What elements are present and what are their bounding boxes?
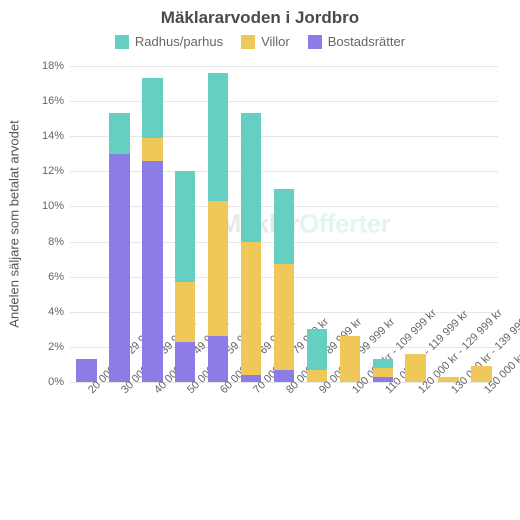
ytick-label: 4% [48, 306, 70, 318]
bar-group: 70 000 kr - 79 999 kr [241, 66, 261, 382]
chart-title: Mäklararvoden i Jordbro [0, 8, 520, 28]
legend-swatch [241, 35, 255, 49]
legend-label: Bostadsrätter [328, 34, 405, 49]
bar-segment [373, 368, 393, 377]
ytick-label: 10% [42, 200, 70, 212]
bar-segment [340, 336, 360, 382]
ytick-label: 2% [48, 341, 70, 353]
legend-item: Radhus/parhus [115, 34, 223, 49]
bar-group: 60 000 kr - 69 999 kr [208, 66, 228, 382]
ytick-label: 12% [42, 165, 70, 177]
bar-segment [274, 264, 294, 369]
legend: Radhus/parhus Villor Bostadsrätter [0, 34, 520, 49]
bars-layer: 20 000 kr - 29 999 kr 30 000 kr - 39 999 … [70, 66, 498, 382]
ytick-label: 6% [48, 271, 70, 283]
bar-segment [208, 73, 228, 201]
legend-label: Villor [261, 34, 290, 49]
ytick-label: 18% [42, 60, 70, 72]
bar-segment [109, 113, 129, 153]
bar-segment [241, 242, 261, 375]
bar-segment [307, 329, 327, 369]
bar-segment [142, 78, 162, 138]
legend-item: Bostadsrätter [308, 34, 405, 49]
bar-group: 90 000 kr - 99 999 kr [307, 66, 327, 382]
legend-swatch [115, 35, 129, 49]
bar-group: 80 000 kr - 89 999 kr [274, 66, 294, 382]
bar-segment [175, 282, 195, 342]
ytick-label: 8% [48, 236, 70, 248]
legend-swatch [308, 35, 322, 49]
bar-segment [142, 138, 162, 161]
bar-group: 30 000 kr - 39 999 kr [109, 66, 129, 382]
bar-group: 40 000 kr - 49 999 kr [142, 66, 162, 382]
bar-segment [405, 354, 425, 382]
legend-label: Radhus/parhus [135, 34, 223, 49]
bar-segment [175, 342, 195, 382]
bar-segment [373, 359, 393, 368]
bar-group: 100 000 kr - 109 999 kr [340, 66, 360, 382]
legend-item: Villor [241, 34, 290, 49]
chart-canvas: Mäklararvoden i Jordbro Radhus/parhus Vill… [0, 0, 520, 520]
bar-segment [175, 171, 195, 282]
bar-segment [274, 189, 294, 264]
bar-group: 130 000 kr - 139 999 kr [438, 66, 458, 382]
bar-segment [142, 161, 162, 382]
plot-area: MäklarOfferter 0%2%4%6%8%10%12%14%16%18%… [70, 66, 498, 382]
ytick-label: 16% [42, 95, 70, 107]
bar-segment [208, 336, 228, 382]
bar-group: 110 000 kr - 119 999 kr [373, 66, 393, 382]
bar-segment [208, 201, 228, 336]
bar-group: 20 000 kr - 29 999 kr [76, 66, 96, 382]
ytick-label: 0% [48, 376, 70, 388]
bar-segment [241, 113, 261, 241]
ytick-label: 14% [42, 130, 70, 142]
bar-group: 120 000 kr - 129 999 kr [405, 66, 425, 382]
y-axis-label: Andelen säljare som betalat arvodet [7, 120, 22, 327]
bar-group: 150 000 kr eller mer [471, 66, 491, 382]
bar-segment [109, 154, 129, 382]
bar-group: 50 000 kr - 59 999 kr [175, 66, 195, 382]
